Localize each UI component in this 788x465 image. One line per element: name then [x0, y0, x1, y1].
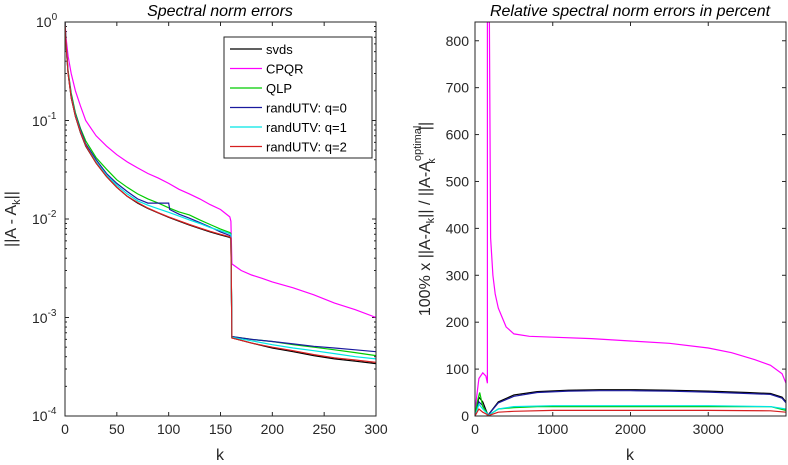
right-ytick-label: 600 — [446, 127, 470, 143]
right-ylabel: 100% x ||A-Ak|| / ||A-Aoptimal k|| — [412, 122, 438, 316]
left-xtick-label: 250 — [312, 421, 336, 437]
right-xlabel: k — [626, 447, 635, 464]
left-xtick-label: 0 — [61, 421, 69, 437]
right-ytick-label: 100 — [446, 361, 470, 377]
legend-entries: svds CPQR QLP randUTV: q=0 randUTV: q=1 randU… — [230, 42, 347, 155]
left-series-cpqr — [65, 22, 376, 319]
left-ytick-label-1: 10-3 — [32, 308, 57, 326]
legend-label: svds — [266, 42, 293, 57]
right-chart-title: Relative spectral norm errors in percent — [490, 3, 771, 20]
right-ytick-label: 200 — [446, 314, 470, 330]
right-ytick-label: 800 — [446, 33, 470, 49]
right-series-randutv-q-2 — [475, 408, 786, 416]
legend-label: randUTV: q=0 — [266, 101, 347, 116]
right-ytick-label: 500 — [446, 173, 470, 189]
right-series-group — [475, 22, 786, 416]
left-xlabel: k — [216, 447, 225, 464]
left-chart-title: Spectral norm errors — [147, 3, 293, 20]
left-chart: Spectral norm errors 0 50 100 150 200 250 300 … — [3, 3, 388, 464]
legend-label: randUTV: q=1 — [266, 120, 347, 135]
legend-label: CPQR — [266, 62, 304, 77]
left-ytick-label-4: 100 — [36, 12, 58, 30]
left-xtick-label: 200 — [261, 421, 285, 437]
right-ticks: 0 1000 2000 3000 0 100 200 300 400 500 600 700 800 — [446, 22, 786, 437]
right-xtick-label: 3000 — [693, 421, 724, 437]
right-ytick-label: 700 — [446, 80, 470, 96]
left-ytick-label-2: 10-2 — [32, 209, 57, 227]
right-xtick-label: 0 — [471, 421, 479, 437]
right-series-cpqr — [475, 22, 786, 416]
left-series-randutv-q-2 — [65, 22, 376, 363]
right-xtick-label: 2000 — [615, 421, 646, 437]
right-xtick-label: 1000 — [537, 421, 568, 437]
left-ticks: 0 50 100 150 200 250 300 — [61, 21, 388, 437]
left-xtick-label: 50 — [109, 421, 125, 437]
right-ytick-label: 400 — [446, 220, 470, 236]
legend: svds CPQR QLP randUTV: q=0 randUTV: q=1 randU… — [223, 36, 373, 159]
left-ytick-label-0: 10-4 — [32, 406, 57, 424]
right-ytick-label: 0 — [461, 408, 469, 424]
legend-label: QLP — [266, 81, 292, 96]
left-plot-frame — [64, 21, 377, 417]
left-xtick-label: 300 — [364, 421, 388, 437]
right-chart: Relative spectral norm errors in percent… — [412, 3, 787, 464]
legend-box — [223, 36, 373, 159]
right-series-svds — [475, 389, 786, 416]
legend-label: randUTV: q=2 — [266, 140, 347, 155]
left-series-group — [65, 22, 376, 365]
right-plot-frame — [474, 21, 787, 417]
right-ytick-label: 300 — [446, 267, 470, 283]
left-xtick-label: 100 — [157, 421, 181, 437]
left-ytick-label-3: 10-1 — [32, 111, 57, 129]
right-series-randutv-q-1 — [475, 403, 786, 416]
left-xtick-label: 150 — [209, 421, 233, 437]
right-plot-area — [475, 22, 786, 416]
left-ylabel: ||A - Ak|| — [3, 191, 23, 247]
